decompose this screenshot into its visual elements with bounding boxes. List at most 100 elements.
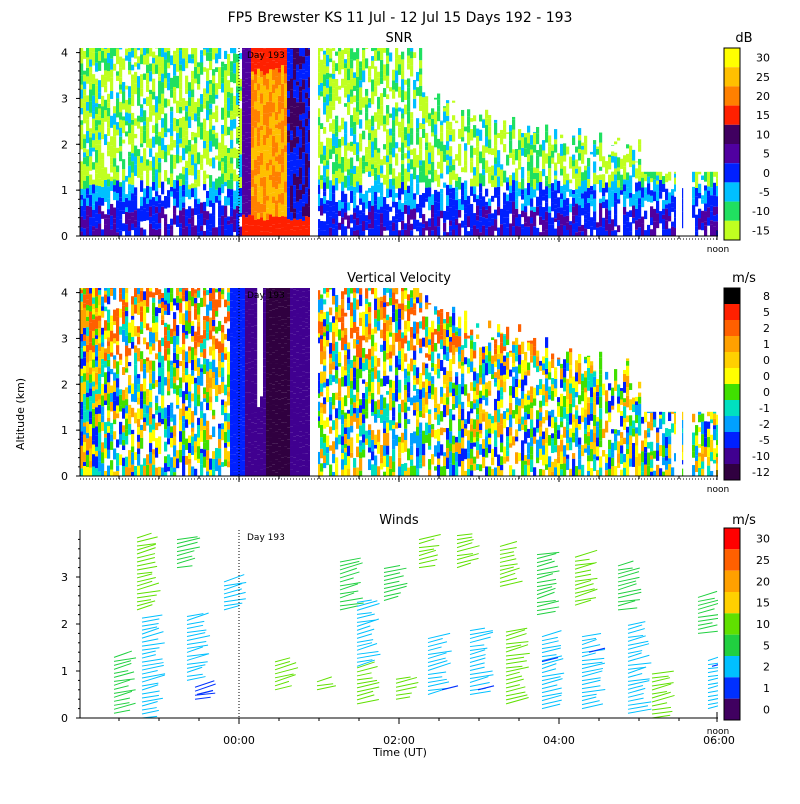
noon-label: noon [707,245,729,255]
wind-barb [582,690,605,693]
wind-barb [537,588,555,594]
wind-barb [340,591,358,594]
wind-barb [275,686,292,690]
wind-barb [542,637,558,640]
panel-title: Winds [379,513,419,528]
colorbar-label: 0 [763,703,770,716]
wind-barb [357,640,373,643]
wind-barb [419,535,441,540]
wind-barb [357,673,372,676]
figure-title: FP5 Brewster KS 11 Jul - 12 Jul 15 Days … [228,10,573,26]
wind-barb [187,677,206,681]
wind-barb [384,568,406,572]
wind-barb [384,581,399,584]
wind-barb [506,642,528,644]
wind-barb [142,710,159,714]
wind-barb [428,679,447,682]
wind-barb [384,586,407,592]
wind-barb [618,568,633,570]
wind-barb-column [618,561,641,610]
colorbar-label: -15 [752,224,770,237]
wind-barb [470,691,491,694]
wind-barb [506,679,524,684]
wind-barb [708,697,725,701]
wind-barb-column [470,628,493,694]
wind-barb [470,658,485,663]
wind-barb [698,631,718,633]
wind-barb [317,686,336,690]
wind-barb [114,698,130,701]
wind-barb [357,652,378,655]
wind-barb [470,663,485,667]
wind-barb [137,562,155,566]
wind-barb [506,661,527,664]
wind-barb [142,695,159,698]
wind-barb [628,663,651,666]
wind-barb [537,559,552,563]
y-axis-label: Altitude (km) [14,378,27,450]
wind-barb-column [224,575,246,610]
colorbar-label: -1 [759,402,770,415]
colorbar-label: 8 [763,290,770,303]
wind-barb [708,656,722,661]
wind-barb [428,639,443,643]
wind-barb [618,577,639,582]
wind-barb [470,631,493,635]
colorbar-label: 2 [763,322,770,335]
colorbar-swatch [724,67,740,86]
wind-barb [357,613,372,615]
colorbar-label: -5 [759,434,770,447]
colorbar-swatch [724,464,740,480]
wind-barb [384,576,404,581]
wind-barb-column [652,671,675,718]
y-tick-label: 4 [61,287,68,300]
wind-barb [224,606,239,610]
wind-barb [582,645,600,649]
wind-barb [137,581,152,586]
wind-barb [137,537,158,542]
wind-barb [542,673,564,677]
wind-barb [470,671,493,675]
wind-barb [142,648,159,650]
wind-barb-column [357,600,380,666]
wind-barb [470,628,485,630]
colorbar-label: 30 [756,52,770,65]
wind-barb [537,611,556,614]
wind-barb-column [137,533,160,610]
wind-barb [114,671,128,674]
wind-barb [142,708,157,710]
wind-barb [384,596,398,600]
wind-barb [575,559,590,561]
wind-barb [457,554,473,556]
colorbar-swatch [724,368,740,384]
y-tick-label: 0 [61,470,68,483]
wind-barb [187,633,205,637]
wind-barb [396,697,410,699]
wind-barb-column [177,537,200,568]
wind-barb [628,698,644,701]
wind-barb [506,697,529,703]
wind-barb [357,600,372,602]
wind-barb [470,667,485,670]
colorbar-swatch [724,320,740,336]
wind-barb [457,537,472,540]
colorbar-label: -10 [752,450,770,463]
colorbar-label: 5 [763,148,770,161]
colorbar-units: dB [735,31,752,46]
wind-barb [114,710,130,713]
colorbar-swatch [724,549,740,570]
wind-barb [628,625,642,629]
wind-barb-column [537,552,559,614]
wind-barb [698,591,717,597]
wind-barb [470,683,490,687]
wind-barb [137,578,156,582]
wind-barb-column [317,677,336,690]
wind-barb [384,573,400,577]
wind-barb [142,624,159,627]
y-tick-label: 2 [61,618,68,631]
wind-barb-column [357,662,379,704]
